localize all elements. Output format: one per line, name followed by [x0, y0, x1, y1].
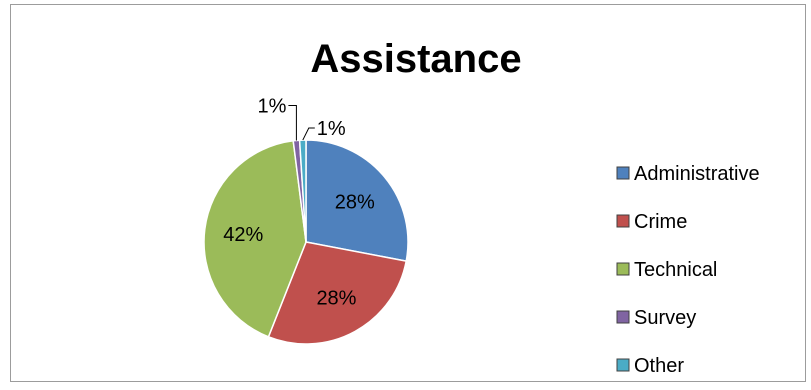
data-label-survey: 1% — [257, 95, 286, 117]
legend-item-survey: Survey — [616, 307, 696, 329]
legend-label-other: Other — [634, 355, 684, 377]
data-label-crime: 28% — [316, 287, 356, 309]
pie-slice-administrative — [305, 139, 409, 262]
legend-label-administrative: Administrative — [634, 163, 760, 185]
legend-swatch-survey — [616, 310, 630, 324]
data-label-administrative: 28% — [335, 192, 375, 214]
legend-item-crime: Crime — [616, 211, 687, 233]
legend-item-administrative: Administrative — [616, 163, 760, 185]
legend-label-survey: Survey — [634, 307, 696, 329]
legend-swatch-other — [616, 358, 630, 372]
legend-swatch-administrative — [616, 166, 630, 180]
legend-swatch-technical — [616, 262, 630, 276]
data-label-other: 1% — [317, 118, 346, 140]
leader-line-other — [302, 127, 315, 141]
legend-item-technical: Technical — [616, 259, 717, 281]
pie-slice-technical — [203, 139, 307, 338]
chart-title: Assistance — [310, 37, 521, 81]
pie-slice-crime — [267, 241, 408, 345]
leader-line-survey — [288, 104, 297, 141]
legend-label-crime: Crime — [634, 211, 687, 233]
legend-swatch-crime — [616, 214, 630, 228]
legend-item-other: Other — [616, 355, 684, 377]
chart-frame — [10, 4, 806, 382]
legend-label-technical: Technical — [634, 259, 717, 281]
data-label-technical: 42% — [223, 224, 263, 246]
